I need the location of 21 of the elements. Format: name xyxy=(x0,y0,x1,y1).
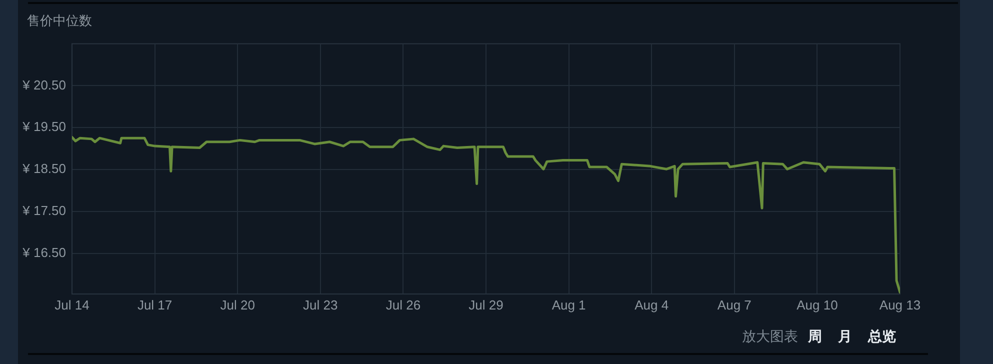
x-tick-label: Jul 20 xyxy=(220,297,255,312)
text: 总览 xyxy=(868,328,896,346)
text: 放大图表 xyxy=(742,328,798,346)
chart-title: 售价中位数 xyxy=(27,12,92,30)
x-tick-label: Aug 4 xyxy=(634,297,669,312)
x-tick-label: Jul 14 xyxy=(54,297,90,312)
x-tick-label: Jul 23 xyxy=(303,297,338,312)
x-tick-label: Jul 17 xyxy=(137,297,172,312)
text: 月 xyxy=(838,328,852,346)
x-tick-label: Aug 1 xyxy=(552,297,586,312)
y-tick-label: ¥ 16.50 xyxy=(22,244,66,260)
y-tick-label: ¥ 17.50 xyxy=(22,203,66,218)
text: 周 xyxy=(808,328,822,346)
y-tick-label: ¥ 19.50 xyxy=(22,119,66,134)
y-tick-label: ¥ 20.50 xyxy=(22,77,66,92)
x-tick-label: Jul 26 xyxy=(386,297,421,312)
x-tick-label: Jul 29 xyxy=(468,297,504,312)
x-tick-label: Aug 13 xyxy=(879,297,921,312)
x-tick-label: Aug 7 xyxy=(717,297,752,312)
x-tick-label: Aug 10 xyxy=(796,297,838,312)
y-tick-label: ¥ 18.50 xyxy=(22,161,66,176)
